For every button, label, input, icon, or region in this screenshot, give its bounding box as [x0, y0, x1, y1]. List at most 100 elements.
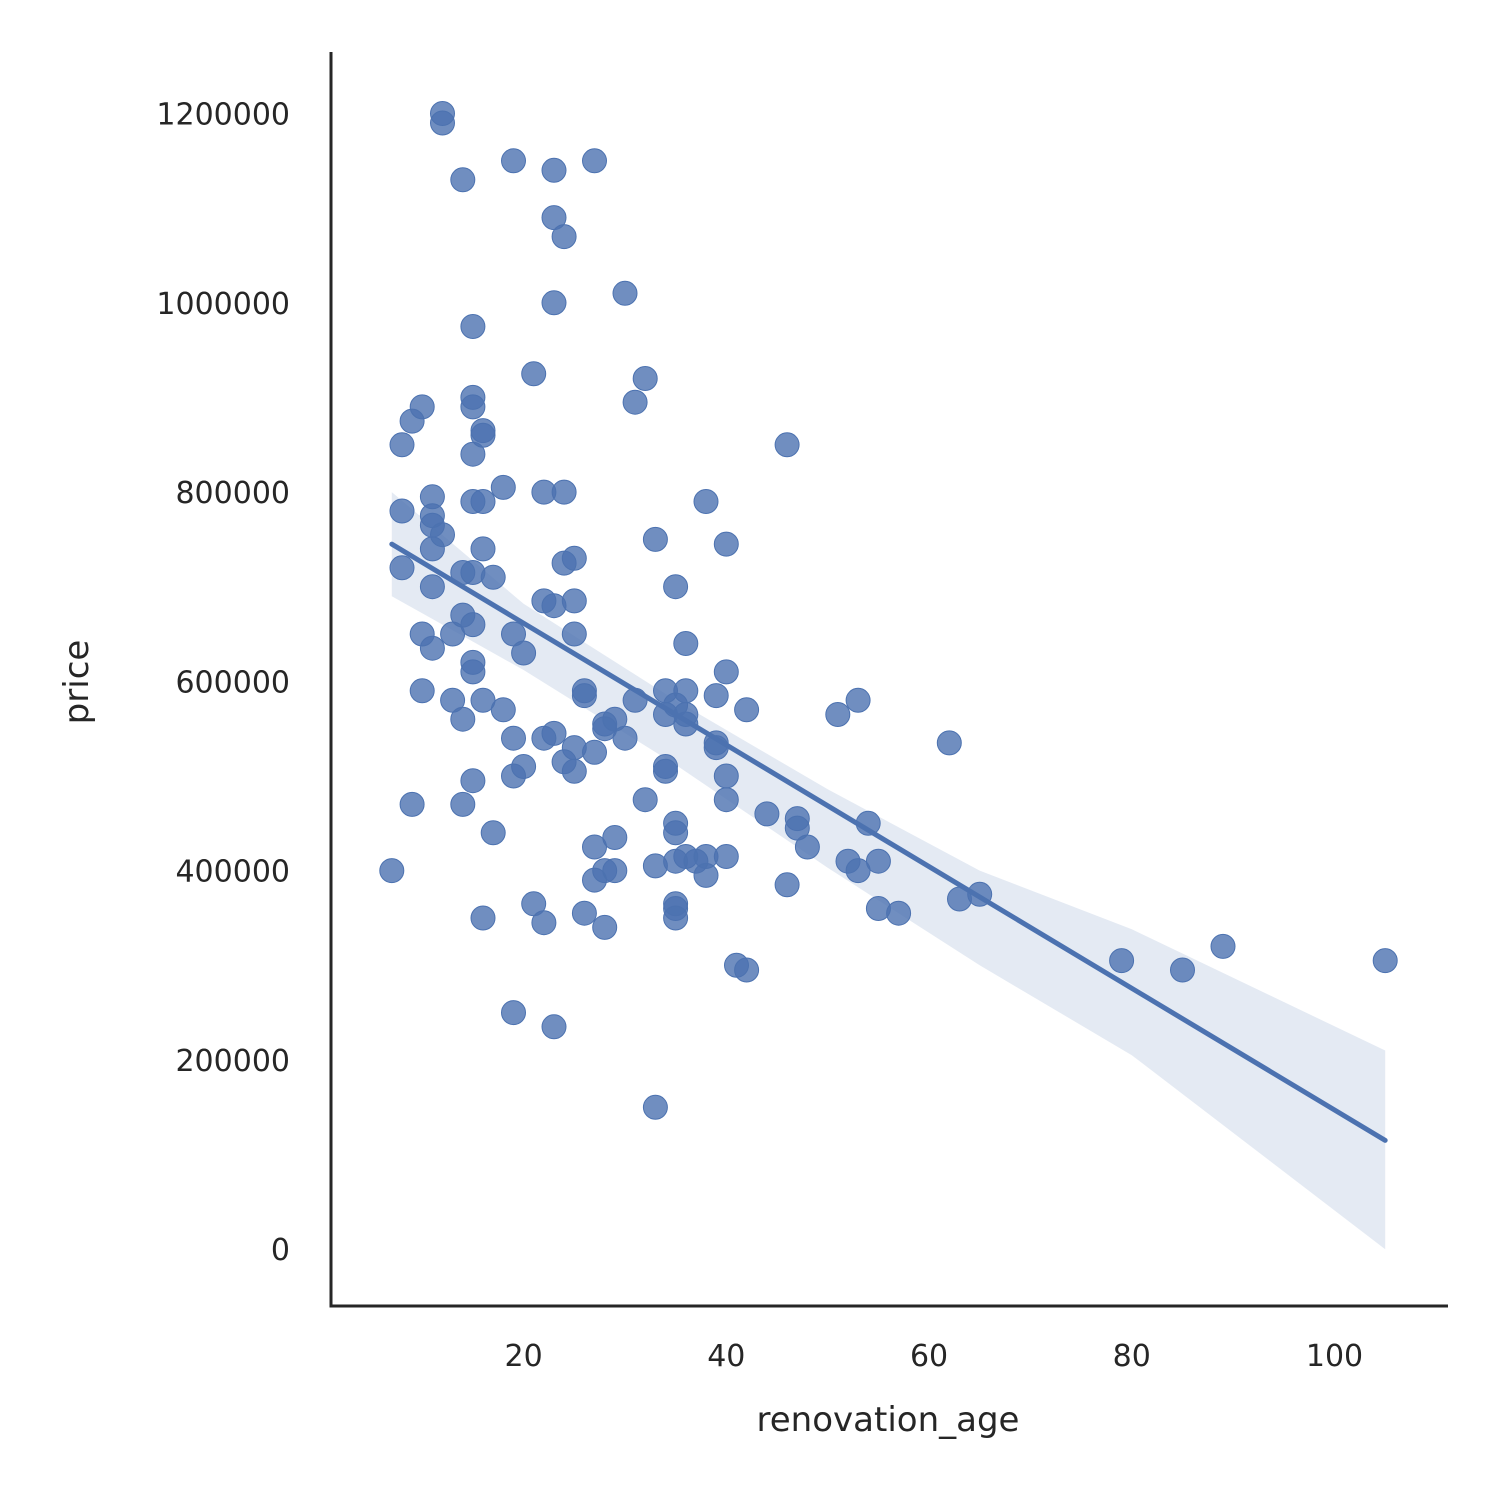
data-point	[845, 687, 871, 713]
data-point	[642, 526, 668, 552]
data-point	[460, 612, 486, 638]
data-point	[501, 1000, 526, 1026]
x-tick-label: 20	[504, 1339, 542, 1374]
x-tick-label: 40	[707, 1339, 745, 1374]
data-point	[450, 706, 476, 732]
data-point	[582, 739, 607, 765]
data-point	[734, 957, 760, 983]
data-point	[450, 791, 476, 817]
data-point	[460, 314, 486, 339]
data-point	[602, 825, 628, 850]
x-tick-label: 60	[910, 1339, 948, 1374]
data-point	[693, 862, 719, 888]
data-point	[825, 702, 851, 727]
data-point	[399, 791, 425, 817]
data-point	[713, 531, 739, 557]
data-point	[389, 432, 415, 458]
data-point	[663, 820, 689, 846]
data-point	[419, 635, 445, 661]
y-tick-label: 1200000	[156, 98, 290, 133]
data-point	[1109, 948, 1135, 974]
data-point	[460, 394, 486, 420]
data-point	[1170, 957, 1195, 983]
data-point	[389, 555, 415, 581]
y-axis-label: price	[57, 640, 97, 725]
data-point	[774, 432, 800, 458]
x-tick-labels: 20 40 60 80 100	[504, 1339, 1363, 1374]
data-point	[541, 290, 567, 316]
data-point	[592, 914, 618, 940]
data-point	[936, 730, 962, 756]
data-point	[379, 858, 405, 884]
data-point	[612, 725, 638, 751]
data-point	[612, 280, 638, 306]
data-point	[409, 394, 435, 420]
y-tick-label: 200000	[175, 1044, 290, 1079]
data-point	[713, 763, 739, 789]
data-point	[561, 588, 587, 614]
y-tick-label: 800000	[175, 476, 290, 511]
data-point	[490, 697, 516, 723]
data-point	[582, 834, 607, 860]
data-point	[490, 474, 516, 500]
data-point	[663, 574, 689, 600]
data-point	[1372, 948, 1398, 974]
data-point	[582, 148, 607, 174]
data-point	[1210, 933, 1236, 959]
data-point	[531, 910, 557, 936]
y-tick-labels: 0 200000 400000 600000 800000 1000000 1200000	[156, 98, 290, 1269]
data-point	[460, 768, 486, 794]
data-point	[703, 683, 729, 709]
data-point	[571, 683, 597, 709]
data-point	[713, 659, 739, 685]
data-point	[561, 545, 587, 571]
x-tick-label: 80	[1113, 1339, 1151, 1374]
regression-line	[389, 541, 1388, 1143]
data-point	[480, 820, 506, 846]
data-point	[561, 621, 587, 647]
data-point	[632, 366, 658, 391]
data-point	[794, 834, 820, 860]
data-point	[734, 697, 760, 723]
data-point	[470, 905, 496, 931]
data-point	[673, 678, 699, 704]
data-point	[561, 758, 587, 784]
data-point	[501, 725, 526, 751]
data-point	[511, 640, 537, 666]
data-point	[886, 900, 912, 926]
data-point	[430, 522, 455, 548]
data-point	[419, 574, 445, 600]
data-point	[470, 489, 496, 514]
data-point	[774, 872, 800, 898]
data-point	[450, 167, 476, 193]
data-point	[622, 389, 648, 415]
data-point	[470, 687, 496, 713]
regression-line-layer	[389, 541, 1388, 1143]
data-point	[845, 858, 871, 884]
data-point	[713, 787, 739, 813]
data-point	[480, 564, 506, 590]
data-point	[511, 754, 537, 779]
data-point	[754, 801, 780, 827]
y-tick-label: 1000000	[156, 287, 290, 322]
data-point	[713, 844, 739, 869]
data-point	[460, 659, 486, 685]
data-point	[693, 489, 719, 514]
data-point	[673, 631, 699, 656]
data-point	[430, 110, 455, 136]
data-point	[521, 361, 547, 387]
data-point	[409, 678, 435, 704]
y-tick-label: 400000	[175, 855, 290, 890]
confidence-band-layer	[391, 492, 1386, 1250]
data-point	[389, 498, 415, 524]
x-axis-label: renovation_age	[757, 1400, 1020, 1440]
data-point	[571, 900, 597, 926]
data-point	[551, 224, 577, 250]
confidence-band	[391, 492, 1386, 1250]
data-point	[541, 720, 567, 746]
data-point	[663, 905, 689, 931]
data-point	[642, 1094, 668, 1120]
data-point	[470, 536, 496, 562]
data-point	[551, 479, 577, 505]
